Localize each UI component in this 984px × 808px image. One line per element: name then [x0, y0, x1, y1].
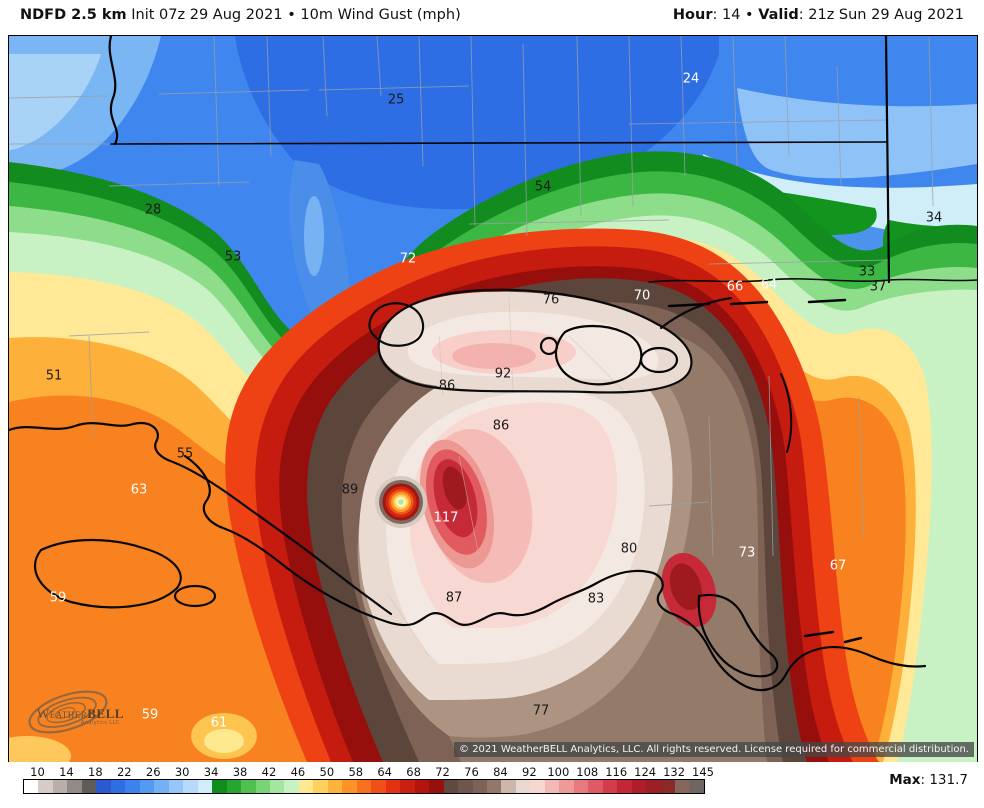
colorbar-tick-label: 10 — [30, 765, 45, 779]
colorbar-cell — [617, 780, 632, 793]
logo-swirl-icon — [28, 690, 108, 734]
wind-gust-map-canvas — [9, 36, 977, 762]
colorbar-cell — [573, 780, 589, 793]
colorbar-tick-label: 42 — [261, 765, 277, 779]
colorbar-cell — [313, 780, 328, 793]
colorbar-cell — [472, 780, 487, 793]
colorbar-cell — [154, 780, 169, 793]
colorbar-cell — [255, 780, 270, 793]
colorbar-tick-label: 116 — [605, 765, 628, 779]
colorbar-cell — [356, 780, 372, 793]
colorbar-cell — [501, 780, 516, 793]
colorbar-cell — [689, 780, 705, 793]
colorbar-cell — [458, 780, 473, 793]
colorbar-cell — [96, 780, 111, 793]
colorbar-cell — [81, 780, 97, 793]
colorbar-tick-label: 46 — [290, 765, 306, 779]
colorbar-cell — [631, 780, 647, 793]
colorbar-cell — [52, 780, 68, 793]
colorbar-cell — [38, 780, 53, 793]
hurricane-eye-symbol — [375, 476, 427, 528]
colorbar-cell — [110, 780, 126, 793]
hour-value: : 14 • — [712, 7, 759, 23]
wind-gust-map: 25 24 28 53 72 54 34 33 37 66 64 70 76 51 92 86 86 89 117 5… — [8, 35, 978, 763]
colorbar-tick-label: 22 — [116, 765, 132, 779]
colorbar-cell — [588, 780, 603, 793]
colorbar-tick-label: 100 — [547, 765, 570, 779]
hour-label: Hour — [672, 7, 713, 23]
colorbar-cell — [327, 780, 343, 793]
colorbar-cell — [298, 780, 314, 793]
colorbar-cell — [67, 780, 82, 793]
colorbar-tick-label: 76 — [464, 765, 479, 779]
colorbar-cell — [226, 780, 242, 793]
colorbar-tick-label: 108 — [576, 765, 599, 779]
colorbar-cell — [487, 780, 502, 793]
colorbar-tick-label: 132 — [663, 765, 686, 779]
colorbar-cell — [544, 780, 560, 793]
init-and-parameter: Init 07z 29 Aug 2021 • 10m Wind Gust (mp… — [126, 7, 461, 23]
colorbar-cell — [342, 780, 357, 793]
colorbar-cell — [212, 780, 227, 793]
weatherbell-logo: WeatherBELL Analytics LLC — [23, 688, 133, 740]
colorbar-tick-label: 64 — [377, 765, 393, 779]
colorbar-cell — [675, 780, 690, 793]
product-title: NDFD 2.5 km Init 07z 29 Aug 2021 • 10m W… — [20, 7, 461, 23]
colorbar-tick-label: 26 — [145, 765, 161, 779]
coastline-and-borders — [108, 36, 977, 692]
colorbar-tick-label: 84 — [493, 765, 508, 779]
max-value: Max: 131.7 — [889, 772, 968, 788]
colorbar-tick-label: 34 — [203, 765, 219, 779]
colorbar-tick-label: 72 — [435, 765, 450, 779]
colorbar-cell — [371, 780, 386, 793]
colorbar-tick-label: 18 — [88, 765, 103, 779]
colorbar-cell — [443, 780, 459, 793]
colorbar-tick-label: 92 — [522, 765, 537, 779]
colorbar-tick-label: 58 — [348, 765, 364, 779]
valid-time: Hour: 14 • Valid: 21z Sun 29 Aug 2021 — [673, 7, 964, 23]
colorbar-cell — [269, 780, 285, 793]
colorbar-cell — [559, 780, 574, 793]
colorbar-cell — [429, 780, 444, 793]
colorbar-cell — [530, 780, 545, 793]
colorbar-cell — [646, 780, 661, 793]
copyright-notice: © 2021 WeatherBELL Analytics, LLC. All r… — [454, 742, 974, 757]
parish-lines-inner — [388, 295, 630, 657]
colorbar-tick-label: 30 — [174, 765, 190, 779]
colorbar-cell — [602, 780, 618, 793]
footer-bar: 10 14 18 22 26 30 34 38 42 46 50 58 64 68 72 76 84 92 100 1… — [0, 762, 984, 808]
colorbar-cell — [24, 780, 39, 793]
colorbar-cell — [168, 780, 184, 793]
logo-subtitle: Analytics LLC — [81, 720, 120, 726]
colorbar-cell — [414, 780, 430, 793]
colorbar-cell — [400, 780, 415, 793]
colorbar-cell — [385, 780, 401, 793]
gust-contour-lines — [9, 288, 733, 616]
logo-wordmark: WeatherBELL — [37, 706, 124, 721]
colorbar-tick-label: 50 — [319, 765, 335, 779]
colorbar-tick-label: 14 — [59, 765, 74, 779]
colorbar-tick-label: 145 — [692, 765, 714, 779]
colorbar-cell — [125, 780, 140, 793]
model-name: NDFD 2.5 km — [20, 7, 127, 23]
colorbar-cell — [515, 780, 531, 793]
colorbar-tick-label: 38 — [232, 765, 248, 779]
colorbar-cell — [139, 780, 155, 793]
colorbar-tick-labels: 10 14 18 22 26 30 34 38 42 46 50 58 64 68 72 76 84 92 100 1… — [23, 765, 714, 779]
header-bar: NDFD 2.5 km Init 07z 29 Aug 2021 • 10m W… — [0, 0, 984, 32]
colorbar-tick-label: 124 — [634, 765, 657, 779]
colorbar — [23, 779, 705, 794]
county-boundary-lines — [9, 36, 934, 557]
valid-value: : 21z Sun 29 Aug 2021 — [798, 7, 964, 23]
colorbar-cell — [183, 780, 198, 793]
colorbar-cell — [284, 780, 299, 793]
colorbar-cell — [241, 780, 256, 793]
colorbar-tick-label: 68 — [406, 765, 421, 779]
colorbar-cell — [197, 780, 213, 793]
valid-label: Valid — [758, 7, 799, 23]
colorbar-cell — [660, 780, 676, 793]
